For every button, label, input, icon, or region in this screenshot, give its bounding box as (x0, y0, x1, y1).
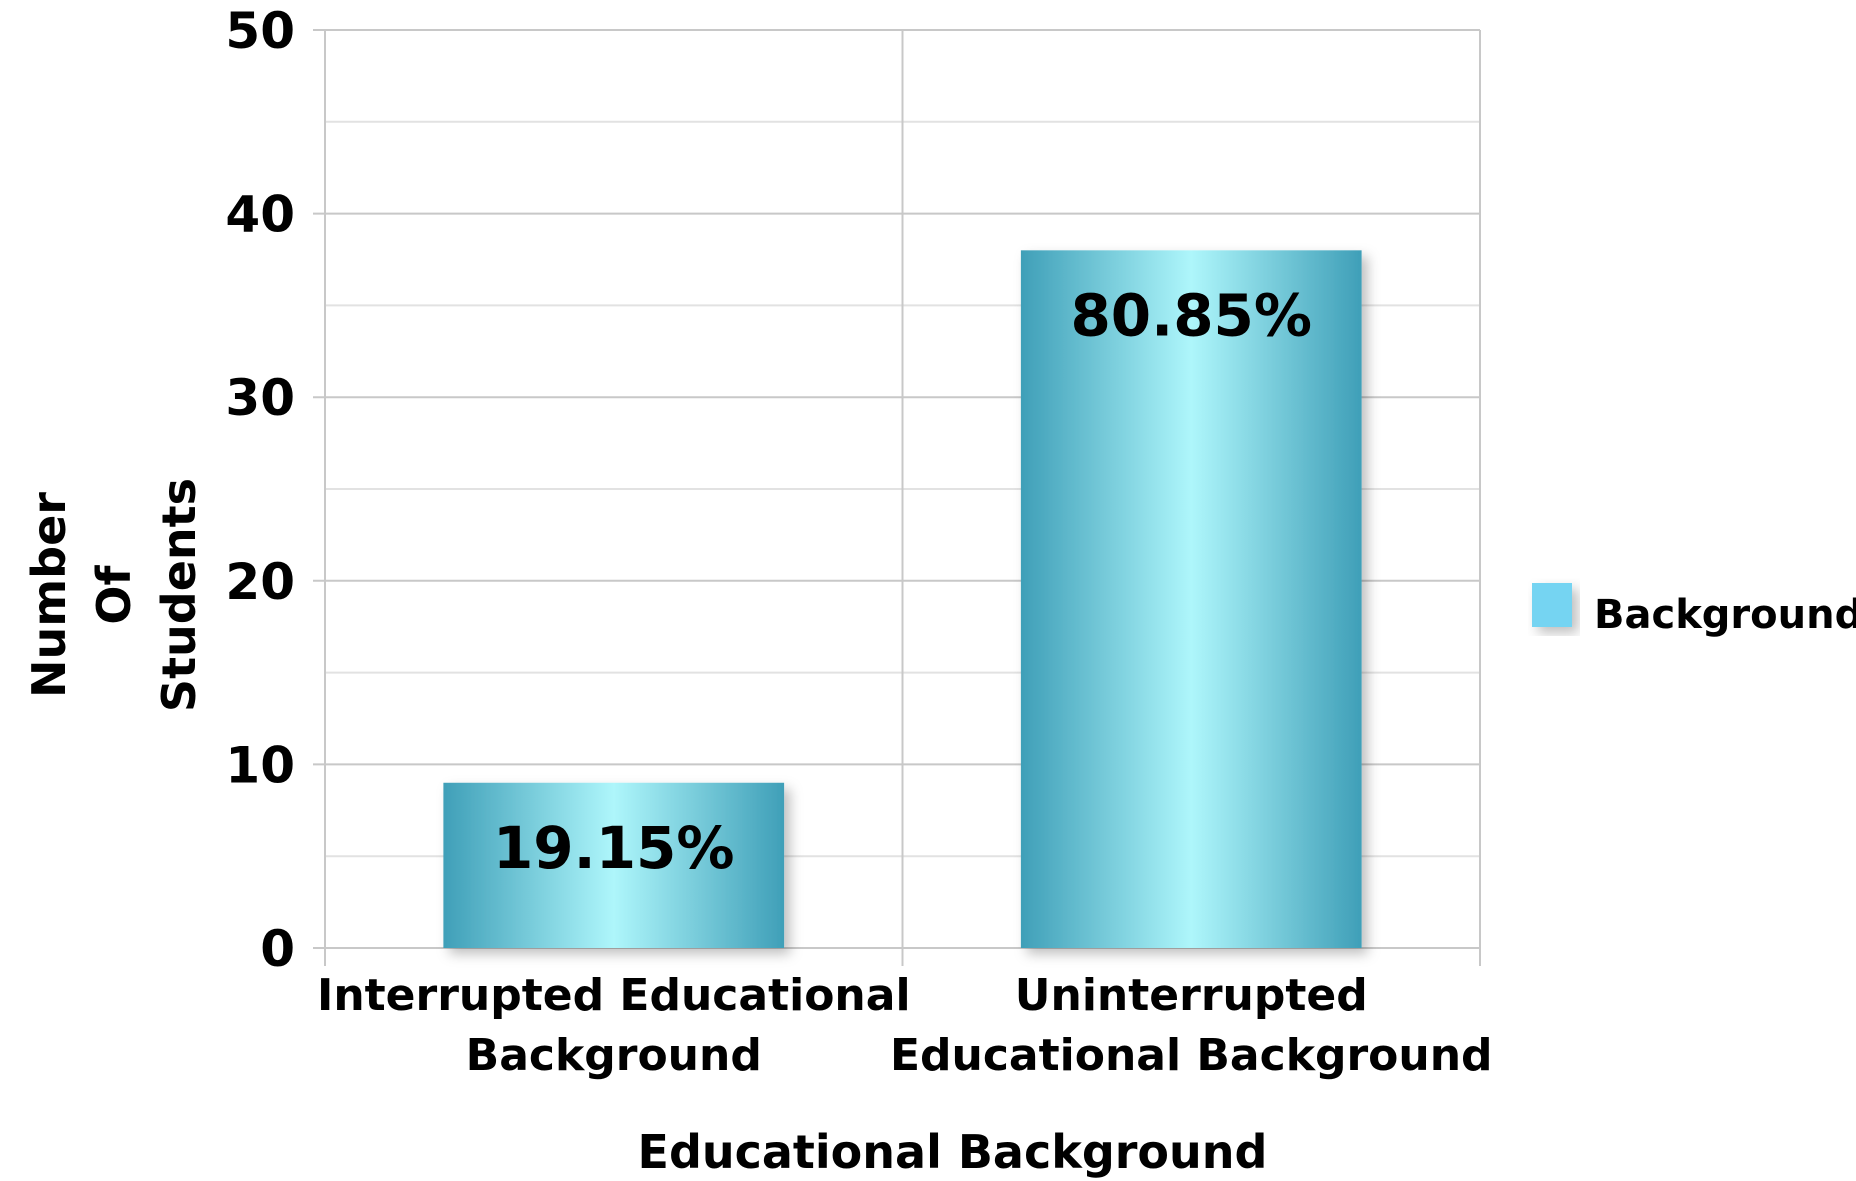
bar-data-label: 19.15% (493, 814, 735, 882)
bars (443, 250, 1362, 948)
y-tick-label: 50 (225, 2, 295, 60)
y-axis-title-line: Number (22, 492, 76, 698)
y-tick-label: 0 (260, 920, 295, 978)
y-tick-label: 10 (225, 736, 295, 794)
x-category-label: Educational Background (890, 1030, 1493, 1081)
legend-swatch (1532, 583, 1572, 627)
y-tick-label: 40 (225, 186, 295, 244)
y-axis-title-line: Of (87, 564, 141, 624)
y-tick-label: 20 (225, 553, 295, 611)
legend-label: Background (1594, 592, 1856, 638)
y-tick-label: 30 (225, 369, 295, 427)
labels: 0 10 20 30 40 50 19.15% Interrupted Educational… (22, 2, 1493, 1179)
x-axis-title: Educational Background (638, 1125, 1268, 1179)
axes (324, 30, 1481, 966)
bar (443, 782, 785, 948)
bar-data-label: 80.85% (1070, 281, 1312, 349)
x-category-label: Interrupted Educational (317, 970, 911, 1021)
legend: Background (1532, 583, 1856, 638)
x-category-label: Uninterrupted (1015, 970, 1368, 1021)
bar (1020, 250, 1362, 948)
y-axis-title-line: Students (152, 478, 206, 712)
x-category-label: Background (466, 1030, 762, 1081)
